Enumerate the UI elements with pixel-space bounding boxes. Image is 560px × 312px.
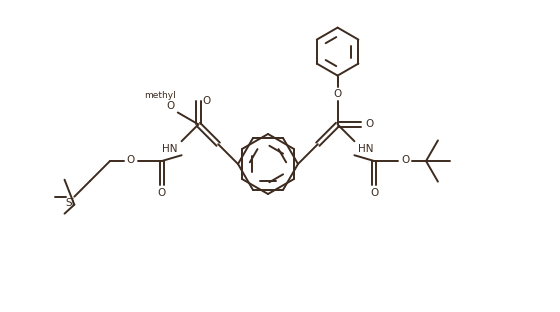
- Text: HN: HN: [162, 144, 178, 154]
- Text: HN: HN: [358, 144, 374, 154]
- Text: O: O: [158, 188, 166, 198]
- Text: O: O: [127, 155, 135, 165]
- Text: O: O: [401, 155, 409, 165]
- Text: O: O: [167, 100, 175, 110]
- Text: methyl: methyl: [144, 91, 176, 100]
- Text: O: O: [333, 89, 342, 99]
- Text: O: O: [202, 95, 211, 105]
- Text: Si: Si: [66, 198, 75, 208]
- Text: O: O: [365, 119, 374, 129]
- Text: O: O: [370, 188, 379, 198]
